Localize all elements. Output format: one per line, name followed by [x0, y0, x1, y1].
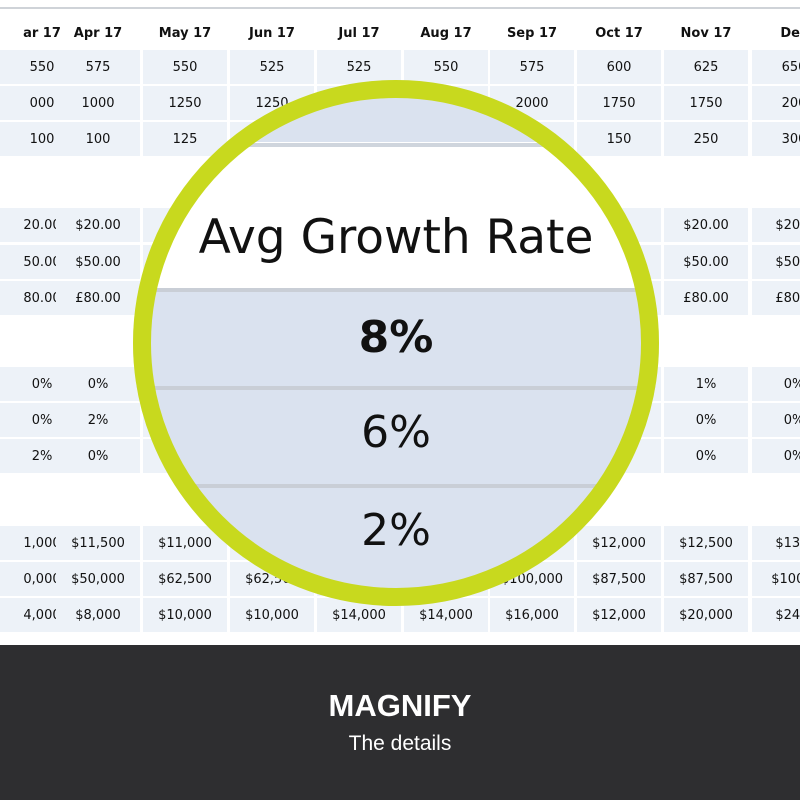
column-header: Apr 17 — [73, 25, 123, 41]
table-cell: 300 — [752, 122, 800, 156]
caption-banner — [0, 645, 800, 800]
table-cell: 0% — [56, 367, 140, 401]
table-cell: 1000 — [56, 86, 140, 120]
table-cell: 0% — [752, 367, 800, 401]
table-cell: $87,500 — [664, 562, 748, 596]
table-cell: 0% — [752, 403, 800, 437]
magnifier-ring — [133, 80, 659, 606]
table-top-border — [0, 7, 800, 9]
table-cell: 100 — [56, 122, 140, 156]
table-cell: $50.00 — [56, 245, 140, 279]
table-cell: $100,0 — [752, 562, 800, 596]
column-header: Dec — [780, 25, 800, 41]
table-cell: $50,000 — [56, 562, 140, 596]
table-cell: $20.00 — [56, 208, 140, 242]
table-cell: 1% — [664, 367, 748, 401]
table-cell: 525 — [230, 50, 314, 84]
table-cell: £80.0 — [752, 281, 800, 315]
table-cell: £80.00 — [56, 281, 140, 315]
table-cell: $12,500 — [664, 526, 748, 560]
table-cell: 550 — [143, 50, 227, 84]
table-cell: $20,000 — [664, 598, 748, 632]
table-cell: 1750 — [664, 86, 748, 120]
table-cell: $20.0 — [752, 208, 800, 242]
column-header: Aug 17 — [420, 25, 472, 41]
table-cell: 200 — [752, 86, 800, 120]
table-cell: 0% — [56, 439, 140, 473]
table-cell: 625 — [664, 50, 748, 84]
column-header: Sep 17 — [506, 25, 558, 41]
column-header: Nov 17 — [680, 25, 732, 41]
table-cell: $13,0 — [752, 526, 800, 560]
table-cell: 0% — [664, 403, 748, 437]
column-header: ar 17 — [23, 25, 61, 41]
table-cell: 250 — [664, 122, 748, 156]
column-header: Jul 17 — [338, 25, 380, 41]
banner-title: MAGNIFY — [328, 688, 472, 723]
banner-subtitle: The details — [348, 732, 452, 755]
table-cell: 600 — [577, 50, 661, 84]
table-cell: $20.00 — [664, 208, 748, 242]
column-header: Oct 17 — [595, 25, 643, 41]
table-cell: $24,0 — [752, 598, 800, 632]
table-cell: $50.00 — [664, 245, 748, 279]
table-cell: $8,000 — [56, 598, 140, 632]
table-cell: 650 — [752, 50, 800, 84]
table-cell: 2% — [56, 403, 140, 437]
column-header: Jun 17 — [249, 25, 295, 41]
table-cell: 525 — [317, 50, 401, 84]
table-cell: 575 — [56, 50, 140, 84]
table-cell: 575 — [490, 50, 574, 84]
table-cell: 550 — [404, 50, 488, 84]
table-cell: 0% — [664, 439, 748, 473]
table-cell: 0% — [752, 439, 800, 473]
column-header: May 17 — [158, 25, 212, 41]
table-cell: £80.00 — [664, 281, 748, 315]
table-cell: $11,500 — [56, 526, 140, 560]
table-cell: $50.0 — [752, 245, 800, 279]
